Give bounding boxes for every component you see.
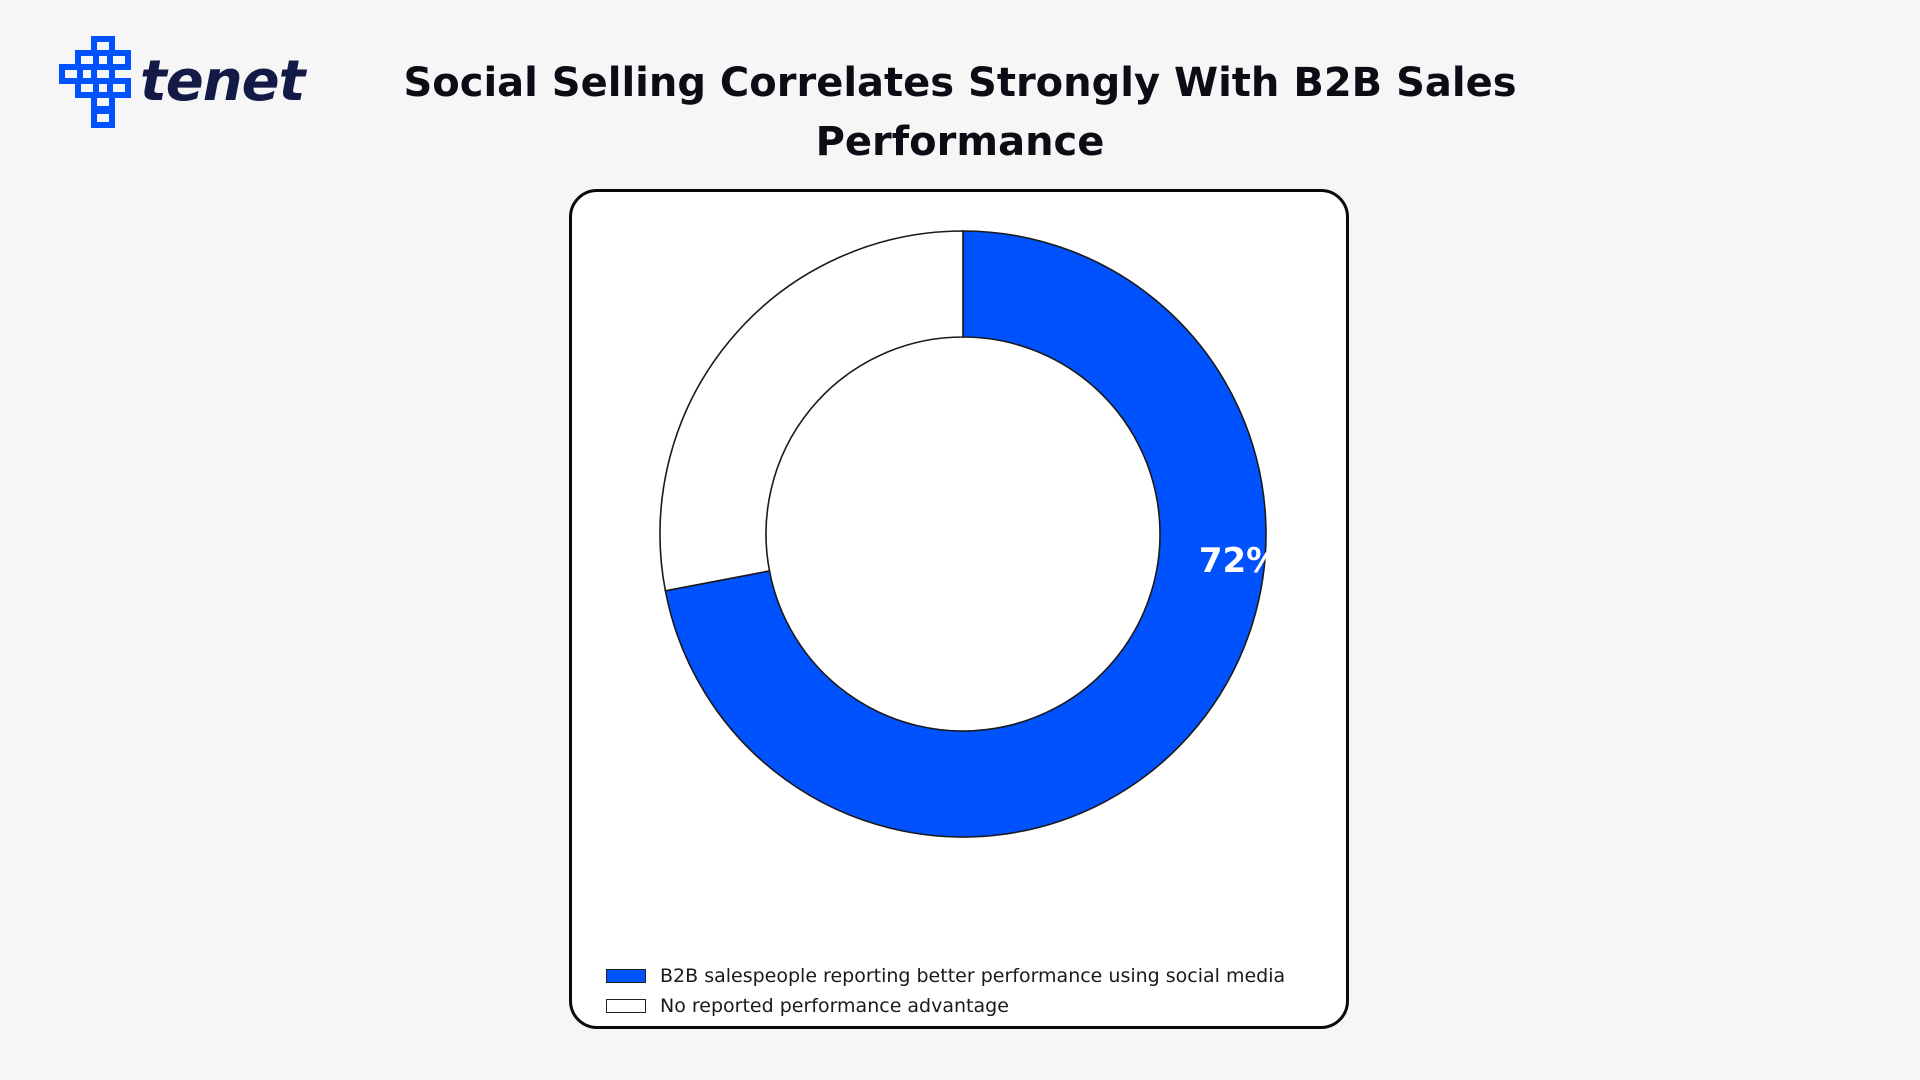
legend-swatch-1 <box>606 969 646 983</box>
page-title: Social Selling Correlates Strongly With … <box>403 60 1517 165</box>
chart-legend: B2B salespeople reporting better perform… <box>606 961 1285 1021</box>
brand-name: tenet <box>140 49 305 114</box>
legend-label-1: B2B salespeople reporting better perform… <box>660 965 1286 987</box>
brand-logo: tenet <box>56 36 305 128</box>
legend-label-2: No reported performance advantage <box>660 995 1009 1017</box>
legend-item-2: No reported performance advantage <box>606 991 1285 1021</box>
tenet-logo-icon <box>59 36 131 128</box>
donut-slice-1 <box>664 230 1267 838</box>
donut-slice-label-1: 72% <box>1199 541 1280 581</box>
legend-item-1: B2B salespeople reporting better perform… <box>606 961 1285 991</box>
donut-slice-2 <box>659 230 964 592</box>
donut-chart: 72% <box>659 230 1280 838</box>
legend-swatch-2 <box>606 999 646 1013</box>
chart-card: 72% B2B salespeople reporting better per… <box>569 189 1349 1029</box>
